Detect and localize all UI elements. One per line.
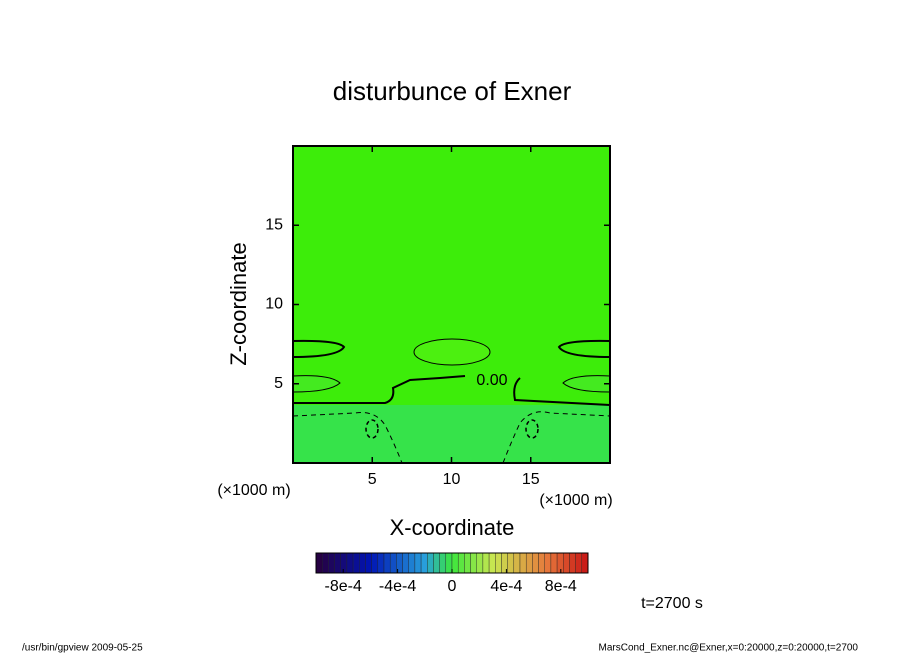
- colorbar-step: [507, 552, 515, 574]
- colorbar-step: [532, 552, 539, 574]
- contour-line: [557, 339, 611, 358]
- colorbar-step: [495, 552, 502, 574]
- colorbar-step: [451, 552, 459, 574]
- colorbar-step: [525, 552, 533, 574]
- colorbar-step: [439, 552, 447, 574]
- contour-line: [525, 419, 539, 439]
- colorbar-step: [464, 552, 471, 574]
- y-tick-label: 15: [265, 216, 283, 233]
- colorbar-step: [420, 552, 428, 574]
- x-tick-label: 10: [443, 471, 461, 488]
- colorbar-step: [513, 552, 521, 574]
- colorbar-step: [482, 552, 490, 574]
- colorbar-step: [569, 552, 576, 574]
- footer-left: /usr/bin/gpview 2009-05-25: [22, 643, 143, 654]
- colorbar-step: [389, 552, 397, 574]
- colorbar-tick-label: 8e-4: [545, 578, 577, 595]
- colorbar-step: [315, 552, 323, 574]
- colorbar-step: [414, 552, 422, 574]
- contour-line: [292, 339, 346, 358]
- contour-line: [365, 419, 379, 439]
- x-axis-label: X-coordinate: [390, 515, 515, 540]
- colorbar-step: [321, 552, 329, 574]
- colorbar-tick-label: -4e-4: [379, 578, 416, 595]
- y-tick-label: 10: [265, 296, 283, 313]
- colorbar-step: [359, 552, 366, 574]
- colorbar: -8e-4 -4e-4 0 4e-4 8e-4: [315, 552, 589, 595]
- colorbar-step: [457, 552, 465, 574]
- contour-field: 0.00: [292, 146, 611, 464]
- field-lower: [293, 405, 610, 463]
- chart-title: disturbunce of Exner: [333, 76, 572, 106]
- colorbar-step: [519, 552, 527, 574]
- colorbar-step: [550, 552, 558, 574]
- time-label: t=2700 s: [641, 595, 703, 612]
- colorbar-tick-label: 4e-4: [490, 578, 522, 595]
- colorbar-tick-label: 0: [448, 578, 457, 595]
- colorbar-step: [383, 552, 391, 574]
- colorbar-tick-label: -8e-4: [325, 578, 362, 595]
- colorbar-step: [476, 552, 484, 574]
- colorbar-step: [544, 552, 552, 574]
- colorbar-step: [408, 552, 416, 574]
- colorbar-step: [402, 552, 409, 574]
- x-tick-label: 15: [522, 471, 540, 488]
- colorbar-step: [352, 552, 360, 574]
- colorbar-step: [433, 552, 440, 574]
- colorbar-step: [334, 552, 341, 574]
- colorbar-step: [340, 552, 348, 574]
- footer-right: MarsCond_Exner.nc@Exner,x=0:20000,z=0:20…: [599, 643, 859, 654]
- colorbar-step: [445, 552, 453, 574]
- colorbar-step: [328, 552, 335, 574]
- colorbar-step: [377, 552, 385, 574]
- colorbar-step: [346, 552, 354, 574]
- contour-label: 0.00: [476, 372, 507, 389]
- colorbar-step: [371, 552, 379, 574]
- y-unit: (×1000 m): [217, 482, 290, 499]
- x-unit: (×1000 m): [539, 492, 612, 509]
- colorbar-step: [556, 552, 564, 574]
- colorbar-step: [427, 552, 434, 574]
- contour-line: [413, 338, 491, 366]
- colorbar-step: [581, 552, 589, 574]
- colorbar-step: [488, 552, 496, 574]
- contour-line: [293, 375, 611, 406]
- colorbar-step: [538, 552, 545, 574]
- colorbar-step: [470, 552, 477, 574]
- y-tick-label: 5: [274, 375, 283, 392]
- y-axis-label: Z-coordinate: [226, 242, 251, 366]
- x-tick-label: 5: [368, 471, 377, 488]
- colorbar-step: [365, 552, 372, 574]
- colorbar-step: [575, 552, 583, 574]
- contour-line: [292, 375, 341, 393]
- colorbar-step: [563, 552, 570, 574]
- contour-line: [562, 375, 611, 393]
